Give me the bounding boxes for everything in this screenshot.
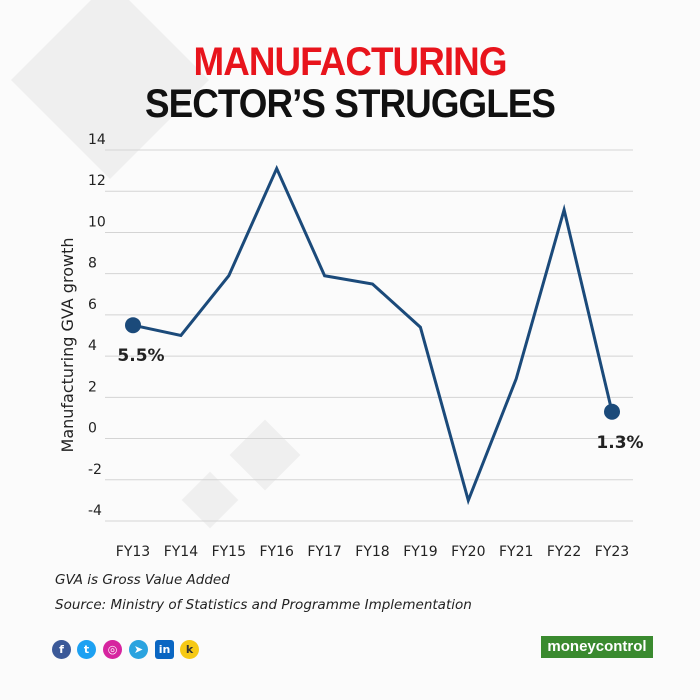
y-tick-label: -4	[88, 503, 102, 519]
x-tick-label: FY21	[499, 544, 533, 560]
x-tick-label: FY16	[259, 544, 294, 560]
telegram-icon[interactable]: ➤	[129, 640, 148, 659]
data-label: 5.5%	[117, 346, 164, 366]
moneycontrol-logo: moneycontrol	[541, 636, 653, 658]
x-tick-label: FY22	[547, 544, 581, 560]
x-tick-label: FY19	[403, 544, 437, 560]
title-line-1: MANUFACTURING	[193, 40, 507, 84]
facebook-icon[interactable]: f	[52, 640, 71, 659]
y-tick-label: 0	[88, 421, 97, 437]
note-gva: GVA is Gross Value Added	[55, 572, 230, 588]
x-tick-label: FY13	[116, 544, 150, 560]
x-tick-label: FY17	[307, 544, 341, 560]
y-tick-label: 4	[88, 338, 97, 354]
x-tick-label: FY15	[212, 544, 246, 560]
highlight-marker	[604, 403, 620, 420]
linkedin-icon[interactable]: in	[155, 640, 174, 659]
y-tick-label: 10	[88, 214, 106, 230]
y-tick-label: -2	[88, 462, 102, 478]
x-tick-label: FY14	[164, 544, 199, 560]
koo-icon[interactable]: k	[180, 640, 199, 659]
x-tick-label: FY23	[595, 544, 629, 560]
y-tick-label: 2	[88, 379, 97, 395]
x-tick-label: FY18	[355, 544, 389, 560]
y-axis-label: Manufacturing GVA growth	[58, 238, 77, 453]
twitter-icon[interactable]: t	[77, 640, 96, 659]
data-line	[132, 164, 614, 506]
y-tick-label: 14	[88, 132, 106, 148]
highlight-marker	[125, 317, 141, 334]
x-tick-label: FY20	[451, 544, 485, 560]
note-source: Source: Ministry of Statistics and Progr…	[55, 597, 472, 613]
instagram-icon[interactable]: ◎	[103, 640, 122, 659]
y-tick-label: 8	[88, 256, 97, 272]
y-tick-label: 12	[88, 173, 106, 189]
y-tick-label: 6	[88, 297, 97, 313]
title-line-2: SECTOR’S STRUGGLES	[144, 82, 556, 126]
data-label: 1.3%	[596, 433, 643, 453]
